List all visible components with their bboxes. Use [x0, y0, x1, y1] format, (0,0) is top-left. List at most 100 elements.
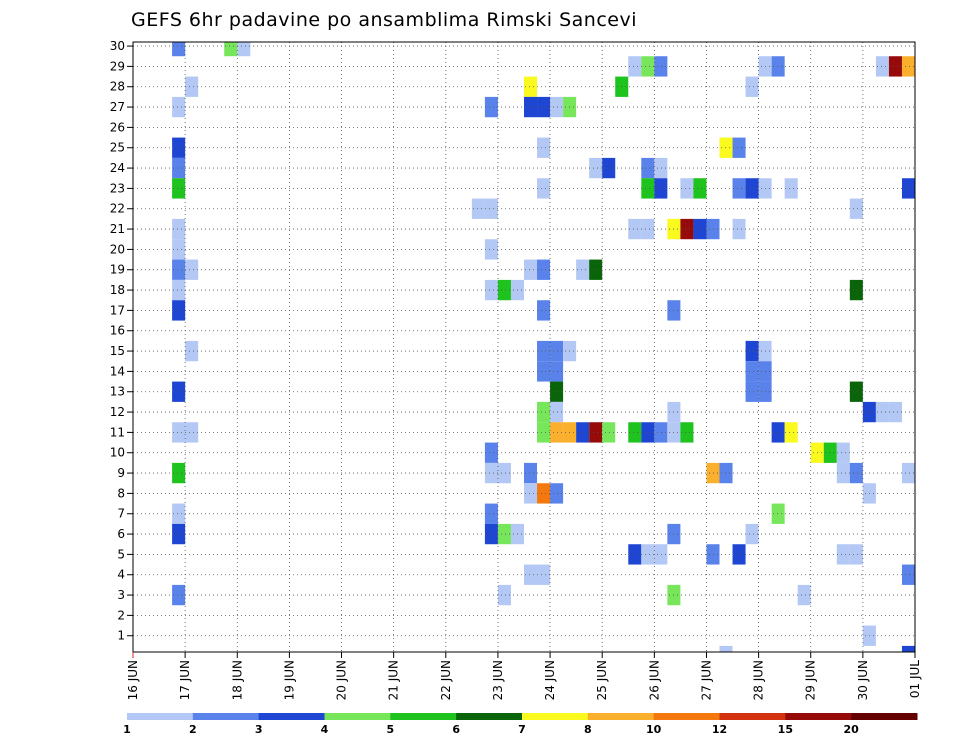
colorbar-swatch [456, 713, 523, 720]
precip-cell-29 [654, 157, 668, 179]
colorbar-label: 15 [778, 723, 793, 736]
colorbar-label: 6 [452, 723, 460, 736]
precip-cell-103 [784, 422, 798, 443]
precip-cell-136 [849, 544, 863, 565]
precip-cell-11 [185, 76, 199, 97]
precip-cell-89 [172, 422, 186, 443]
precip-cell-68 [185, 340, 199, 362]
precip-cell-58 [576, 259, 590, 280]
y-tick-label: 28 [110, 80, 125, 94]
precip-cell-36 [732, 178, 746, 199]
y-tick-label: 7 [117, 507, 125, 521]
precip-cell-18 [537, 96, 551, 118]
precip-cell-102 [771, 422, 785, 443]
precip-cell-48 [680, 218, 694, 240]
x-tick-label: 24 JUN [543, 660, 557, 700]
y-tick-label: 4 [117, 568, 125, 582]
colorbar: 1 2 3 4 5 6 7 8 10 12 15 20 [123, 713, 918, 736]
colorbar-swatch [587, 713, 655, 720]
precipitation-cells [172, 42, 915, 652]
precip-cell-64 [849, 279, 863, 301]
precip-cell-94 [576, 422, 590, 443]
precip-cell-21 [172, 137, 186, 158]
y-tick-label: 8 [117, 486, 125, 500]
precip-cell-140 [172, 584, 186, 606]
x-tick-label: 26 JUN [647, 660, 661, 700]
precip-cell-79 [550, 381, 564, 402]
precip-cell-34 [680, 178, 694, 199]
x-tick-label: 18 JUN [230, 660, 244, 700]
precip-cell-95 [589, 422, 603, 443]
y-tick-label: 22 [110, 202, 125, 216]
precip-cell-84 [550, 401, 564, 423]
x-tick-label: 16 JUN [126, 660, 140, 700]
chart-title: GEFS 6hr padavine po ansamblima Rimski S… [131, 9, 637, 31]
precip-cell-59 [589, 259, 603, 280]
precip-cell-70 [550, 340, 564, 362]
precip-cell-123 [771, 503, 785, 524]
precip-cell-27 [602, 157, 616, 179]
precip-cell-33 [654, 178, 668, 199]
precip-cell-129 [745, 523, 759, 545]
precip-cell-65 [172, 300, 186, 321]
precip-cell-2 [237, 42, 251, 57]
y-tick-label: 15 [110, 344, 125, 358]
precip-cell-39 [784, 178, 798, 199]
y-tick-label: 25 [110, 141, 125, 155]
precip-cell-43 [849, 198, 863, 219]
y-tick-label: 23 [110, 181, 125, 195]
colorbar-swatch [653, 713, 720, 720]
precip-cell-121 [172, 503, 186, 524]
colorbar-swatch [719, 713, 786, 720]
precip-cell-72 [745, 340, 759, 362]
precip-cell-42 [484, 198, 498, 219]
precip-cell-69 [537, 340, 551, 362]
precip-cell-0 [172, 42, 186, 57]
precip-cell-62 [497, 279, 511, 301]
precip-cell-50 [706, 218, 720, 240]
precip-cell-74 [537, 361, 551, 382]
precip-cell-30 [172, 178, 186, 199]
precip-cell-83 [537, 401, 551, 423]
precip-cell-15 [172, 96, 186, 118]
y-tick-label: 29 [110, 59, 125, 73]
precip-cell-3 [628, 56, 642, 77]
precip-cell-145 [719, 645, 733, 652]
precip-cell-99 [654, 422, 668, 443]
y-tick-label: 10 [110, 446, 125, 460]
precip-cell-112 [706, 462, 720, 484]
precip-cell-116 [901, 462, 915, 484]
colorbar-label: 20 [844, 723, 860, 736]
y-tick-label: 3 [117, 588, 125, 602]
precip-cell-60 [172, 279, 186, 301]
precip-cell-14 [745, 76, 759, 97]
precip-cell-135 [836, 544, 850, 565]
precip-cell-141 [497, 584, 511, 606]
precip-cell-51 [732, 218, 746, 240]
x-axis-ticks: 16 JUN 17 JUN 18 JUN 19 JUN 20 JUN 21 JUN 22 J… [126, 652, 922, 700]
precip-cell-53 [484, 239, 498, 260]
precip-cell-45 [628, 218, 642, 240]
colorbar-label: 4 [321, 723, 329, 736]
precip-cell-107 [836, 442, 850, 463]
precip-cell-92 [550, 422, 564, 443]
precip-cell-40 [901, 178, 915, 199]
colorbar-label: 1 [123, 723, 131, 736]
precip-cell-4 [641, 56, 655, 77]
precip-cell-138 [537, 564, 551, 585]
precip-cell-125 [484, 523, 498, 545]
precip-cell-55 [185, 259, 199, 280]
colorbar-label: 10 [646, 723, 662, 736]
precip-cell-108 [172, 462, 186, 484]
precip-cell-118 [537, 483, 551, 504]
precip-cell-115 [849, 462, 863, 484]
precip-cell-109 [484, 462, 498, 484]
x-tick-label: 20 JUN [335, 660, 349, 700]
precip-cell-117 [524, 483, 538, 504]
colorbar-swatch [522, 713, 589, 720]
y-tick-label: 26 [110, 120, 125, 134]
precip-cell-122 [484, 503, 498, 524]
x-tick-label: 22 JUN [439, 660, 453, 700]
precip-cell-54 [172, 259, 186, 280]
y-tick-label: 18 [110, 283, 125, 297]
